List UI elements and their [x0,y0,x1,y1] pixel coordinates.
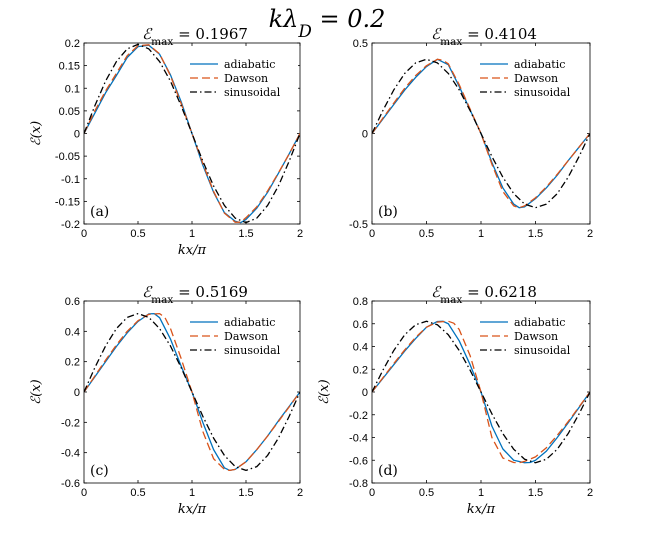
x-tick-label: 1.5 [528,228,543,240]
legend-label-dawson: Dawson [514,330,558,343]
x-tick-label: 1 [189,228,195,240]
y-tick-label: 0.6 [65,296,80,308]
series-line-sinusoidal [84,43,300,224]
panel-title: ℰmax = 0.6218 [431,283,537,306]
y-tick-label: -0.4 [61,448,80,460]
y-tick-label: 0.05 [59,106,80,118]
x-tick-label: 1.5 [238,487,253,499]
x-tick-label: 0 [369,228,375,240]
y-tick-label: 0.4 [353,342,368,354]
y-tick-label: 0 [362,129,368,141]
x-tick-label: 0.5 [419,487,434,499]
panel-title: ℰmax = 0.4104 [431,25,537,48]
y-tick-label: -0.1 [61,174,80,186]
panels: 0 0.5 1 1.5 2 0.2 0.15 0.1 0.05 0 -0.05 -0.1 -0.15 -0… [29,25,593,517]
x-tick-label: 0.5 [419,228,434,240]
y-tick-label: -0.2 [349,410,368,422]
legend-label-sinusoidal: sinusoidal [514,344,571,357]
x-tick-label: 1.5 [528,487,543,499]
x-axis-label: kx/π [178,502,207,517]
x-tick-label: 2 [587,487,593,499]
series-line-dawson [84,44,300,223]
x-tick-label: 1 [189,487,195,499]
y-tick-label: 0.2 [65,357,80,369]
panel-label: (d) [378,463,398,479]
x-tick-label: 0 [369,487,375,499]
panel-title: ℰmax = 0.5169 [142,283,248,306]
chart-panel-d: 0 0.5 1 1.5 2 0.8 0.6 0.4 0.2 0 -0.2 -0.4 -0.6 -0.8 ℰm… [317,283,593,517]
panel-label: (c) [90,463,109,479]
x-tick-label: 1 [478,487,484,499]
y-tick-label: 0 [362,387,368,399]
y-tick-label: 0.1 [65,83,80,95]
legend-label-adiabatic: adiabatic [514,316,565,329]
y-tick-label: -0.6 [61,478,80,490]
chart-panel-a: 0 0.5 1 1.5 2 0.2 0.15 0.1 0.05 0 -0.05 -0.1 -0.15 -0… [29,25,303,258]
x-tick-label: 0.5 [130,487,145,499]
y-tick-label: 0.8 [353,296,368,308]
y-tick-label: -0.4 [349,433,368,445]
y-tick-label: 0.2 [65,38,80,50]
y-axis-label: ℰ(x) [29,379,44,404]
x-tick-label: 2 [297,228,303,240]
series-line-dawson [372,320,590,464]
x-tick-label: 2 [587,228,593,240]
y-axis-label: ℰ(x) [317,379,332,404]
series-line-sinusoidal [372,58,590,209]
panel-title: ℰmax = 0.1967 [142,25,248,48]
legend-label-sinusoidal: sinusoidal [224,86,281,99]
panel-label: (b) [378,204,398,220]
y-tick-label: -0.5 [349,219,368,231]
series-line-dawson [84,312,300,472]
legend-label-adiabatic: adiabatic [224,316,275,329]
y-tick-label: 0.2 [353,364,368,376]
series-line-sinusoidal [84,312,300,472]
y-tick-label: 0.4 [65,326,80,338]
legend-label-dawson: Dawson [224,72,268,85]
legend-label-adiabatic: adiabatic [514,58,565,71]
x-tick-label: 0.5 [130,228,145,240]
x-axis-label: kx/π [467,502,496,517]
y-tick-label: -0.2 [61,219,80,231]
x-axis-label: kx/π [178,243,207,258]
y-tick-label: 0.5 [353,38,368,50]
y-tick-label: -0.8 [349,478,368,490]
y-tick-label: -0.15 [55,196,80,208]
series-line-sinusoidal [372,320,590,464]
y-axis-label: ℰ(x) [29,121,44,146]
y-tick-label: -0.6 [349,455,368,467]
legend-label-dawson: Dawson [514,72,558,85]
y-tick-label: 0.15 [59,61,80,73]
panel-label: (a) [90,204,109,220]
legend-label-sinusoidal: sinusoidal [224,344,281,357]
x-tick-label: 1 [478,228,484,240]
x-tick-label: 0 [81,487,87,499]
y-tick-label: -0.2 [61,417,80,429]
y-tick-label: 0 [74,387,80,399]
legend-label-adiabatic: adiabatic [224,58,275,71]
series-line-dawson [372,58,590,209]
y-tick-label: 0 [74,129,80,141]
x-tick-label: 2 [297,487,303,499]
figure-suptitle: kλD = 0.2 [269,5,386,41]
x-tick-label: 0 [81,228,87,240]
y-tick-label: -0.05 [55,151,80,163]
chart-panel-c: 0 0.5 1 1.5 2 0.6 0.4 0.2 0 -0.2 -0.4 -0.6 ℰmax = 0.… [29,283,303,517]
legend-label-dawson: Dawson [224,330,268,343]
x-tick-label: 1.5 [238,228,253,240]
y-tick-label: 0.6 [353,319,368,331]
legend-label-sinusoidal: sinusoidal [514,86,571,99]
